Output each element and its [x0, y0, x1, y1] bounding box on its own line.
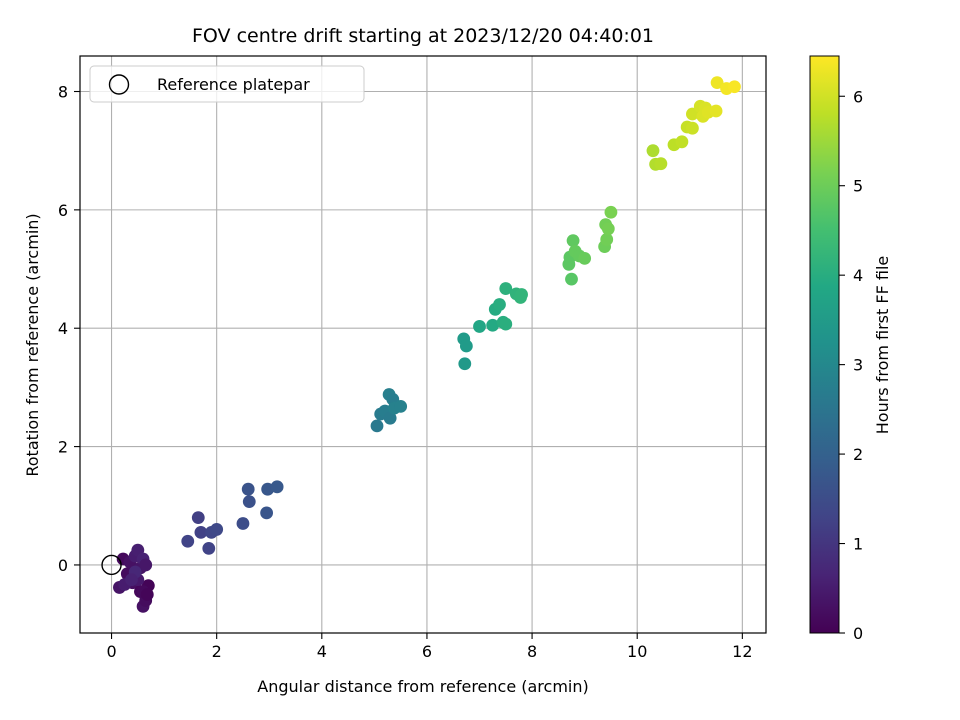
- data-point: [515, 288, 528, 301]
- colorbar-tick-label: 6: [853, 87, 863, 106]
- data-point: [125, 573, 138, 587]
- x-tick-label: 6: [422, 642, 432, 661]
- x-axis-label: Angular distance from reference (arcmin): [257, 677, 588, 696]
- legend: Reference platepar: [89, 65, 365, 103]
- data-point: [181, 534, 195, 548]
- data-point: [686, 121, 699, 135]
- data-point: [578, 251, 592, 265]
- data-point: [493, 298, 506, 311]
- data-point: [370, 419, 384, 433]
- legend-marker-reference: [108, 74, 130, 95]
- data-point: [499, 317, 513, 331]
- colorbar-tick-label: 0: [853, 624, 863, 643]
- data-point: [191, 511, 205, 524]
- data-point: [459, 339, 473, 353]
- data-point: [473, 320, 486, 333]
- data-point: [270, 480, 284, 494]
- y-tick-label: 8: [58, 83, 68, 102]
- x-tick-label: 10: [627, 642, 647, 661]
- legend-label-reference: Reference platepar: [157, 75, 310, 94]
- data-point: [565, 272, 578, 286]
- data-point: [601, 222, 615, 236]
- x-tick-label: 8: [527, 642, 537, 661]
- data-points: [101, 76, 741, 613]
- data-point: [499, 282, 513, 295]
- data-point: [241, 482, 255, 496]
- data-point: [202, 541, 216, 555]
- data-point: [140, 588, 154, 601]
- data-point: [709, 104, 723, 118]
- colorbar: 0 1 2 3 4 5 6 Hours from first FF file: [809, 55, 892, 643]
- data-point: [600, 233, 614, 246]
- x-tick-label: 0: [106, 642, 116, 661]
- y-axis-label: Rotation from reference (arcmin): [23, 213, 42, 476]
- x-tick-label: 2: [212, 642, 222, 661]
- y-tick-label: 0: [58, 556, 68, 575]
- x-tick-label: 4: [317, 642, 327, 661]
- data-point: [458, 357, 472, 371]
- colorbar-tick-label: 3: [853, 356, 863, 375]
- chart-title: FOV centre drift starting at 2023/12/20 …: [192, 25, 654, 47]
- data-point: [383, 411, 397, 425]
- colorbar-label: Hours from first FF file: [873, 256, 892, 435]
- plot-frame: [79, 55, 767, 634]
- data-point: [604, 205, 618, 219]
- grid-lines: [80, 56, 766, 633]
- data-point: [394, 399, 408, 413]
- data-point: [654, 157, 668, 171]
- x-tick-label: 12: [732, 642, 752, 661]
- reference-point-marker: [101, 554, 122, 576]
- y-axis-ticks: 0 2 4 6 8: [58, 83, 80, 575]
- data-point: [686, 107, 699, 121]
- data-point: [242, 495, 256, 509]
- data-point: [675, 135, 689, 149]
- data-point: [566, 234, 580, 248]
- colorbar-ticks: 0 1 2 3 4 5 6: [839, 87, 863, 643]
- colorbar-tick-label: 2: [853, 445, 863, 464]
- x-axis-ticks: 0 2 4 6 8 10 12: [106, 633, 753, 661]
- y-tick-label: 4: [58, 319, 68, 338]
- colorbar-tick-label: 4: [853, 266, 863, 285]
- data-point: [646, 144, 660, 158]
- y-tick-label: 2: [58, 438, 68, 457]
- data-point: [710, 76, 724, 90]
- data-point: [260, 506, 274, 520]
- colorbar-gradient: [809, 55, 840, 634]
- data-point: [194, 525, 208, 539]
- colorbar-tick-label: 5: [853, 177, 863, 196]
- data-point: [210, 523, 224, 536]
- y-tick-label: 6: [58, 201, 68, 220]
- legend-box: [89, 65, 365, 103]
- data-point: [486, 318, 500, 332]
- data-point: [728, 80, 741, 94]
- colorbar-tick-label: 1: [853, 535, 863, 554]
- data-point: [236, 517, 250, 530]
- data-point: [139, 558, 153, 572]
